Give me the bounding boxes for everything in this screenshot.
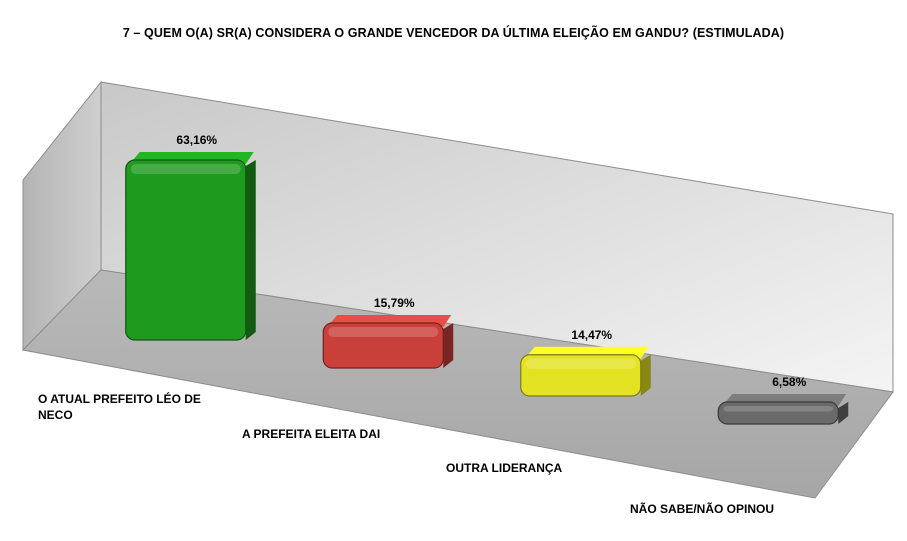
chart-title: 7 – QUEM O(A) SR(A) CONSIDERA O GRANDE V… [122, 26, 785, 40]
bar-highlight [525, 358, 636, 369]
bar-4 [717, 394, 849, 425]
category-label: A PREFEITA ELEITA DAI [242, 427, 380, 441]
bar-3 [520, 346, 651, 397]
category-label: O ATUAL PREFEITO LÉO DE NECO [38, 391, 201, 422]
bar-front [717, 401, 839, 425]
data-label: 63,16% [176, 133, 217, 147]
bar-side [443, 322, 454, 368]
bar-front [520, 354, 642, 397]
category-label-line: A PREFEITA ELEITA DAI [242, 427, 380, 441]
category-label: NÃO SABE/NÃO OPINOU [630, 501, 774, 516]
bar-side [640, 354, 651, 396]
bar-2 [322, 314, 454, 369]
bar-1 [125, 151, 256, 341]
bar-front [322, 322, 444, 369]
bar-front [125, 159, 247, 341]
data-label: 15,79% [374, 296, 415, 310]
category-label: OUTRA LIDERANÇA [446, 461, 563, 475]
category-label-line: NECO [38, 408, 73, 422]
category-label-line: OUTRA LIDERANÇA [446, 461, 563, 475]
category-label-line: O ATUAL PREFEITO LÉO DE [38, 391, 201, 406]
labels-layer: 63,16% O ATUAL PREFEITO LÉO DE NECO 15,79% A… [38, 133, 807, 516]
data-label: 6,58% [772, 375, 806, 389]
bar-side [838, 402, 849, 424]
category-label-line: NÃO SABE/NÃO OPINOU [630, 501, 774, 516]
bar-highlight [130, 163, 241, 174]
bar-highlight [328, 326, 439, 337]
bar-side [245, 159, 256, 340]
data-label: 14,47% [571, 328, 612, 342]
bars-layer [125, 151, 849, 425]
bar-highlight [723, 406, 834, 412]
